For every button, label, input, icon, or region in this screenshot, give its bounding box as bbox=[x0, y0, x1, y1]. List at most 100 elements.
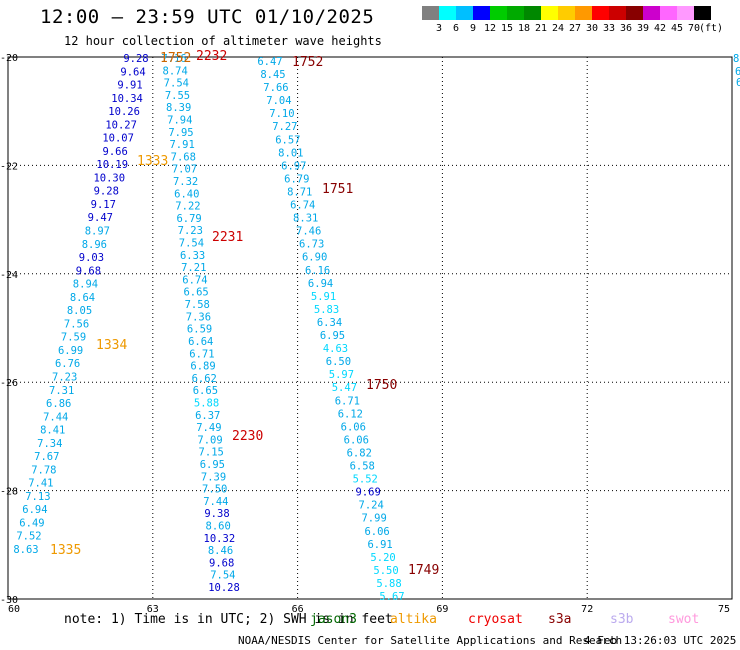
track-a-value: 10.34 bbox=[111, 93, 143, 105]
track-c-value: 6.79 bbox=[284, 173, 309, 185]
track-c-value: 5.83 bbox=[314, 304, 339, 316]
x-tick-label: 72 bbox=[581, 604, 593, 615]
track-c-value: 5.47 bbox=[332, 382, 357, 394]
track-a-value: 7.67 bbox=[34, 451, 59, 463]
legend-swatch bbox=[422, 6, 439, 20]
legend-label: 24 bbox=[551, 23, 565, 34]
track-b-value: 6.40 bbox=[174, 188, 199, 200]
track-a-value: 8.63 bbox=[13, 544, 38, 556]
track-c-value: 8.01 bbox=[278, 147, 303, 159]
track-c-value: 6.95 bbox=[320, 330, 345, 342]
track-c-value: 6.71 bbox=[335, 395, 360, 407]
edge-value: 6 bbox=[735, 66, 740, 78]
satellite-label-jason3: jason3 bbox=[310, 612, 357, 627]
track-b-value: 10.28 bbox=[208, 582, 240, 594]
track-b-value: 7.23 bbox=[178, 225, 203, 237]
legend-swatch bbox=[456, 6, 473, 20]
track-c-value: 7.10 bbox=[269, 108, 294, 120]
legend-label: 42 bbox=[653, 23, 667, 34]
legend-label: 3 bbox=[435, 23, 443, 34]
track-b-value: 7.55 bbox=[165, 90, 190, 102]
pass-time-label: 1335 bbox=[50, 543, 81, 558]
track-a-value: 7.41 bbox=[28, 478, 53, 490]
legend-label: 15 bbox=[500, 23, 514, 34]
satellite-label-altika: altika bbox=[390, 612, 437, 627]
legend-label: 18 bbox=[517, 23, 531, 34]
track-b-value: 7.49 bbox=[196, 422, 221, 434]
x-tick-label: 66 bbox=[292, 604, 304, 615]
legend-swatch bbox=[660, 6, 677, 20]
track-a-value: 8.97 bbox=[85, 226, 110, 238]
track-c-value: 4.63 bbox=[323, 343, 348, 355]
track-b-value: 7.16 bbox=[161, 53, 186, 65]
legend-label: 6 bbox=[452, 23, 460, 34]
track-b-value: 9.38 bbox=[204, 508, 229, 520]
track-c-value: 7.46 bbox=[296, 226, 321, 238]
track-a-value: 9.91 bbox=[117, 80, 142, 92]
track-a-value: 10.07 bbox=[102, 133, 134, 145]
track-a-value: 9.68 bbox=[76, 265, 101, 277]
legend-swatch bbox=[558, 6, 575, 20]
track-b-value: 7.32 bbox=[173, 176, 198, 188]
track-a-value: 7.56 bbox=[64, 318, 89, 330]
legend-swatch bbox=[677, 6, 694, 20]
track-b-value: 6.65 bbox=[183, 287, 208, 299]
track-c-value: 6.74 bbox=[290, 200, 315, 212]
track-c-value: 6.06 bbox=[341, 421, 366, 433]
track-c-value: 6.91 bbox=[367, 539, 392, 551]
track-a-value: 8.94 bbox=[73, 279, 98, 291]
track-c-value: 5.91 bbox=[311, 291, 336, 303]
legend-label: 9 bbox=[469, 23, 477, 34]
track-a-value: 6.49 bbox=[19, 517, 44, 529]
track-c-value: 7.24 bbox=[359, 500, 384, 512]
edge-value: 8. bbox=[733, 53, 740, 65]
track-b-value: 8.39 bbox=[166, 102, 191, 114]
track-a-value: 9.28 bbox=[94, 186, 119, 198]
track-c-value: 8.71 bbox=[287, 186, 312, 198]
track-a-value: 8.41 bbox=[40, 425, 65, 437]
track-b-value: 7.36 bbox=[186, 311, 211, 323]
track-c-value: 8.45 bbox=[260, 69, 285, 81]
legend-swatch bbox=[643, 6, 660, 20]
track-c-value: 6.94 bbox=[308, 278, 333, 290]
y-tick-label: -22 bbox=[0, 161, 18, 172]
track-c-value: 7.66 bbox=[263, 82, 288, 94]
track-c-value: 6.82 bbox=[347, 447, 372, 459]
track-b-value: 7.54 bbox=[164, 78, 189, 90]
track-c-value: 6.06 bbox=[344, 434, 369, 446]
footer-note: note: 1) Time is in UTC; 2) SWH is in fe… bbox=[64, 612, 393, 627]
track-b-value: 7.39 bbox=[201, 471, 226, 483]
map-frame bbox=[7, 56, 733, 600]
track-c-value: 6.58 bbox=[350, 461, 375, 473]
track-b-value: 6.33 bbox=[180, 250, 205, 262]
track-a-value: 6.99 bbox=[58, 345, 83, 357]
track-b-value: 7.68 bbox=[171, 151, 196, 163]
footer-date: 4 Feb 13:26:03 UTC 2025 bbox=[584, 634, 737, 647]
legend-swatch bbox=[609, 6, 626, 20]
track-a-value: 10.30 bbox=[93, 172, 125, 184]
track-a-value: 9.64 bbox=[120, 66, 145, 78]
legend-swatch bbox=[626, 6, 643, 20]
track-a-value: 6.76 bbox=[55, 358, 80, 370]
track-c-value: 6.47 bbox=[257, 56, 282, 68]
track-b-value: 6.62 bbox=[192, 373, 217, 385]
satellite-label-swot: swot bbox=[668, 612, 700, 627]
track-a-value: 9.47 bbox=[88, 212, 113, 224]
track-b-value: 6.37 bbox=[195, 410, 220, 422]
x-tick-label: 60 bbox=[8, 604, 20, 615]
track-a-value: 7.78 bbox=[31, 464, 56, 476]
pass-time-label: 2232 bbox=[196, 49, 227, 64]
track-c-value: 5.52 bbox=[353, 474, 378, 486]
track-c-value: 6.97 bbox=[281, 160, 306, 172]
track-c-value: 7.99 bbox=[361, 513, 386, 525]
track-a-value: 10.26 bbox=[108, 106, 140, 118]
pass-time-label: 1752 bbox=[160, 51, 191, 66]
track-c-value: 7.27 bbox=[272, 121, 297, 133]
track-b-value: 5.88 bbox=[194, 397, 219, 409]
track-b-value: 7.54 bbox=[210, 570, 235, 582]
track-b-value: 6.71 bbox=[189, 348, 214, 360]
track-c-value: 6.50 bbox=[326, 356, 351, 368]
track-a-value: 6.86 bbox=[46, 398, 71, 410]
track-a-value: 9.28 bbox=[123, 53, 148, 65]
